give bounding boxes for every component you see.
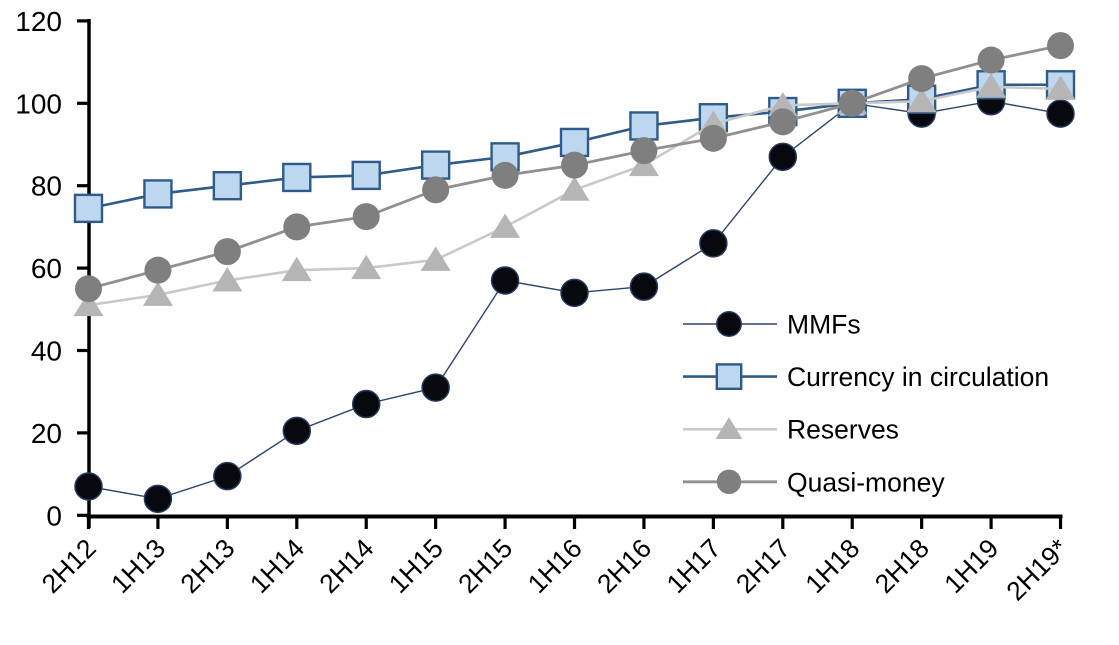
x-tick-label: 2H15 — [452, 533, 518, 599]
series-quasi-money — [75, 32, 1075, 303]
data-point-mmfs — [1046, 99, 1075, 128]
x-tick-label: 2H17 — [730, 533, 796, 599]
data-point-quasi-money — [561, 151, 589, 179]
data-point-reserves — [976, 73, 1007, 98]
x-tick-label: 1H13 — [105, 533, 171, 599]
data-point-reserves — [420, 246, 451, 271]
legend-label-reserves: Reserves — [787, 415, 899, 445]
x-tick-label: 1H18 — [799, 533, 865, 599]
y-tick-label: 20 — [31, 418, 62, 449]
data-point-mmfs — [699, 229, 728, 258]
x-tick-label: 1H19 — [938, 533, 1004, 599]
data-point-reserves — [142, 281, 173, 306]
data-point-currency-in-circulation — [629, 111, 659, 141]
y-tick-label: 100 — [15, 88, 62, 119]
data-point-reserves — [281, 256, 312, 282]
legend: MMFs Currency in circulation Reserves Quasi… — [683, 310, 1049, 497]
data-point-currency-in-circulation — [282, 162, 312, 193]
legend-marker-quasi-money — [716, 469, 742, 494]
data-point-reserves — [559, 176, 590, 201]
data-point-reserves — [490, 213, 521, 238]
data-point-reserves — [767, 91, 798, 117]
y-tick-label: 60 — [31, 253, 62, 284]
x-tick-label: 1H17 — [661, 533, 727, 599]
x-tick-label: 1H16 — [522, 533, 588, 599]
legend-marker-currency-in-circulation — [715, 363, 743, 390]
y-tick-label: 40 — [31, 336, 62, 367]
data-point-reserves — [906, 87, 937, 113]
data-point-quasi-money — [491, 161, 519, 189]
data-point-mmfs — [143, 484, 173, 514]
data-point-mmfs — [213, 461, 242, 491]
data-point-quasi-money — [769, 108, 797, 136]
data-point-mmfs — [282, 416, 312, 446]
data-point-currency-in-circulation — [212, 170, 243, 201]
data-point-quasi-money — [908, 65, 936, 93]
data-point-currency-in-circulation — [143, 179, 173, 209]
data-point-quasi-money — [977, 46, 1005, 74]
data-point-mmfs — [560, 278, 589, 308]
data-point-quasi-money — [352, 203, 380, 231]
data-point-mmfs — [490, 266, 520, 295]
legend-marker-reserves — [715, 417, 743, 440]
legend-item-mmfs: MMFs — [683, 310, 861, 340]
data-point-quasi-money — [838, 89, 866, 117]
y-tick-label: 0 — [46, 500, 62, 531]
legend-label-mmfs: MMFs — [787, 310, 861, 340]
data-point-quasi-money — [283, 213, 311, 241]
data-point-currency-in-circulation — [351, 160, 381, 191]
data-point-mmfs — [421, 373, 450, 402]
data-point-currency-in-circulation — [73, 193, 104, 224]
data-point-mmfs — [74, 472, 103, 501]
data-point-mmfs — [351, 389, 381, 419]
legend-marker-mmfs — [716, 311, 742, 337]
legend-item-currency-in-circulation: Currency in circulation — [683, 362, 1049, 392]
data-point-quasi-money — [144, 256, 172, 284]
y-tick-label: 120 — [15, 6, 62, 37]
x-tick-label: 2H18 — [869, 533, 935, 599]
data-point-reserves — [1045, 75, 1076, 100]
legend-item-quasi-money: Quasi-money — [683, 467, 945, 497]
x-tick-label: 2H12 — [36, 533, 102, 599]
y-tick-label: 80 — [31, 171, 62, 202]
x-tick-label: 1H15 — [383, 533, 449, 599]
data-point-mmfs — [629, 272, 659, 301]
legend-label-currency-in-circulation: Currency in circulation — [787, 362, 1049, 392]
data-point-quasi-money — [75, 275, 102, 303]
data-point-quasi-money — [630, 137, 658, 165]
data-point-reserves — [212, 267, 243, 292]
data-point-quasi-money — [213, 238, 241, 266]
x-tick-label: 2H14 — [313, 533, 379, 599]
data-point-quasi-money — [699, 124, 727, 152]
legend-label-quasi-money: Quasi-money — [787, 467, 945, 497]
x-tick-label: 1H14 — [244, 533, 310, 599]
data-point-reserves — [351, 254, 382, 280]
data-point-mmfs — [768, 142, 798, 172]
data-point-reserves — [73, 291, 104, 317]
x-tick-label: 2H16 — [591, 533, 657, 599]
data-point-quasi-money — [422, 176, 450, 204]
data-point-quasi-money — [1047, 32, 1075, 60]
data-point-currency-in-circulation — [420, 150, 451, 180]
x-tick-label: 2H13 — [175, 533, 241, 599]
x-tick-label: 2H19* — [1000, 533, 1073, 606]
legend-item-reserves: Reserves — [683, 415, 899, 445]
